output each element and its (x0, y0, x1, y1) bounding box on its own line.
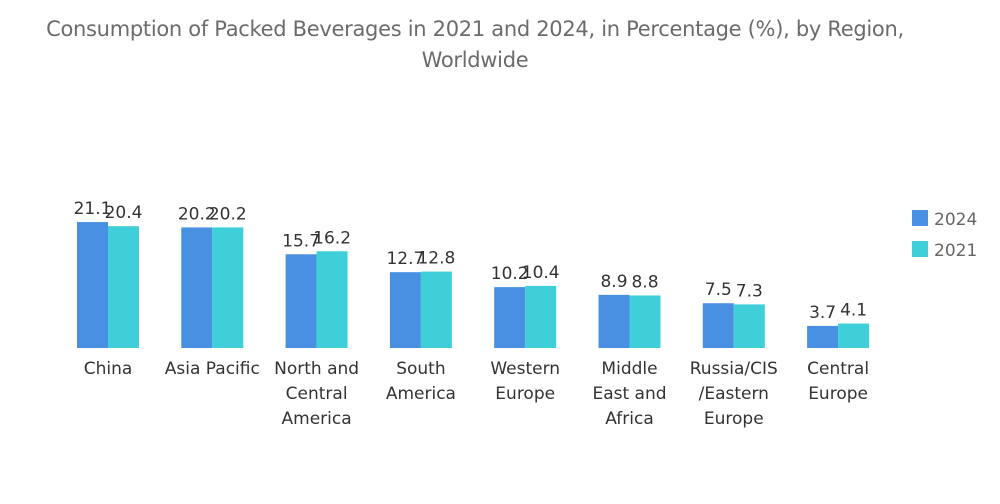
category-label: Europe (495, 384, 555, 404)
data-label-2024: 8.9 (600, 272, 627, 292)
data-label-2021: 4.1 (840, 301, 867, 321)
category-label: Asia Pacific (165, 359, 260, 379)
bar-2021 (316, 251, 348, 348)
legend-label-2024: 2024 (934, 210, 977, 230)
bar-2024 (77, 222, 108, 348)
data-label-2024: 7.5 (705, 280, 732, 300)
category-label: Middle (601, 359, 657, 379)
bar-2021 (733, 304, 765, 348)
bar-2024 (598, 294, 630, 348)
category-label: Central (807, 359, 869, 379)
category-label: Africa (605, 409, 654, 429)
bar-2024 (181, 227, 213, 348)
legend-label-2021: 2021 (934, 241, 977, 261)
category-label: China (84, 359, 133, 379)
category-label: Western (490, 359, 560, 379)
bar-2021 (420, 271, 452, 348)
data-label-2021: 8.8 (631, 272, 658, 292)
data-label-2021: 16.2 (313, 228, 351, 248)
category-label: North and (274, 359, 359, 379)
bar-2024 (494, 287, 526, 348)
bar-2021 (212, 227, 244, 348)
bar-2024 (285, 254, 317, 348)
category-label: America (386, 384, 456, 404)
bar-2021 (629, 295, 661, 348)
data-label-2021: 10.4 (522, 263, 560, 283)
bar-2024 (702, 303, 734, 348)
category-label: Central (286, 384, 348, 404)
data-label-2024: 21.1 (74, 199, 112, 219)
data-label-2021: 20.2 (209, 204, 247, 224)
category-label: America (282, 409, 352, 429)
category-label: /Eastern (699, 384, 769, 404)
data-label-2021: 12.8 (417, 249, 455, 269)
category-label: South (396, 359, 445, 379)
bar-2024 (807, 325, 839, 348)
data-label-2021: 20.4 (105, 203, 143, 223)
bar-2021 (838, 323, 870, 348)
bar-2024 (389, 272, 421, 348)
legend-swatch-2024 (912, 210, 928, 226)
bar-2021 (525, 285, 557, 348)
bar-2021 (108, 226, 139, 348)
data-label-2024: 3.7 (809, 303, 836, 323)
data-label-2024: 15.7 (282, 231, 320, 251)
data-label-2024: 12.7 (386, 249, 424, 269)
category-label: Russia/CIS (690, 359, 778, 379)
data-label-2024: 20.2 (178, 204, 216, 224)
chart-title: Consumption of Packed Beverages in 2021 … (46, 17, 904, 72)
category-label: Europe (704, 409, 764, 429)
legend-swatch-2021 (912, 241, 928, 257)
category-label: East and (592, 384, 666, 404)
data-label-2024: 10.2 (491, 264, 529, 284)
category-label: Europe (808, 384, 868, 404)
data-label-2021: 7.3 (736, 281, 763, 301)
